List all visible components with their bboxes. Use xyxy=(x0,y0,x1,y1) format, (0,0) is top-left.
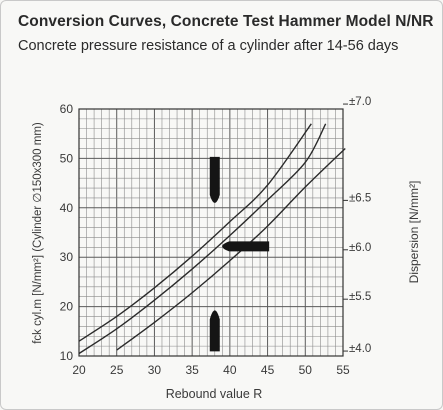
dispersion-tick-label: ±6.0 xyxy=(349,242,371,254)
y-tick-label: 20 xyxy=(60,300,74,314)
y-tick-label: 60 xyxy=(60,102,74,116)
x-axis-label: Rebound value R xyxy=(166,387,263,401)
x-tick-label: 40 xyxy=(223,363,237,377)
y-tick-labels: 10 20 30 40 50 60 xyxy=(60,102,74,363)
x-tick-label: 30 xyxy=(148,363,162,377)
y-tick-label: 40 xyxy=(60,201,74,215)
y-tick-label: 30 xyxy=(60,250,74,264)
dispersion-tick-label: ±5.5 xyxy=(349,291,371,303)
dispersion-tick-label: ±4.0 xyxy=(349,343,371,355)
dispersion-axis-label: Dispersion [N/mm²] xyxy=(407,181,421,284)
x-tick-label: 55 xyxy=(336,363,350,377)
chart-title: Conversion Curves, Concrete Test Hammer … xyxy=(18,13,434,30)
pointer-marker-left xyxy=(222,241,270,252)
curves xyxy=(78,123,346,355)
y-tick-label: 10 xyxy=(60,349,74,363)
x-tick-label: 20 xyxy=(72,363,86,377)
pointer-marker-up xyxy=(209,310,220,352)
curve-2 xyxy=(78,123,327,355)
curve-1 xyxy=(78,123,312,342)
dispersion-tick-label: ±7.0 xyxy=(349,96,371,108)
x-tick-label: 50 xyxy=(299,363,313,377)
dispersion-tick-label: ±6.5 xyxy=(349,192,371,204)
markers xyxy=(209,156,270,352)
x-tick-label: 25 xyxy=(110,363,124,377)
y-axis-label: fck cyl.m [N/mm²] (Cylinder ∅150x300 mm) xyxy=(32,122,44,344)
x-tick-label: 45 xyxy=(261,363,275,377)
pointer-marker-down xyxy=(209,156,220,203)
curve-3 xyxy=(116,148,346,351)
plot-border xyxy=(78,108,344,357)
chart-subtitle: Concrete pressure resistance of a cylind… xyxy=(18,38,399,54)
x-tick-label: 35 xyxy=(185,363,199,377)
dispersion-tick-labels: ±4.0 ±5.5 ±6.0 ±6.5 ±7.0 xyxy=(343,96,371,355)
x-tick-labels: 20 25 30 35 40 45 50 55 xyxy=(72,363,350,377)
y-tick-label: 50 xyxy=(60,151,74,165)
